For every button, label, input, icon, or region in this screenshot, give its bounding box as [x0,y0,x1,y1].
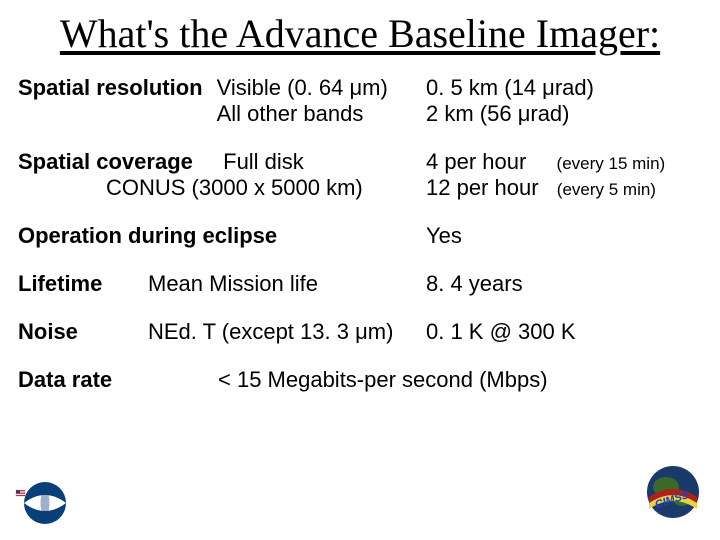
row-lifetime: Lifetime Mean Mission life 8. 4 years [18,271,702,297]
spatial-res-val2: 2 km (56 μrad) [426,101,702,127]
spatial-res-visible: Visible (0. 64 μm) [217,75,426,101]
spatial-cov-conus: CONUS (3000 x 5000 km) [18,175,426,201]
spatial-cov-paren2: (every 5 min) [557,180,656,199]
spatial-res-other: All other bands [217,101,426,127]
spatial-cov-val2: 12 per hour [426,175,539,200]
spatial-res-val1: 0. 5 km (14 μrad) [426,75,702,101]
page-title: What's the Advance Baseline Imager: [0,0,720,57]
spatial-cov-paren1: (every 15 min) [557,154,666,173]
datarate-val: < 15 Megabits-per second (Mbps) [218,367,548,393]
cimss-logo: CIMSS [644,463,702,526]
lifetime-mid: Mean Mission life [148,271,318,297]
spatial-cov-fulldisk: Full disk [223,149,304,174]
label-lifetime: Lifetime [18,271,148,297]
label-eclipse: Operation during eclipse [18,223,277,249]
noise-mid: NEd. T (except 13. 3 μm) [148,319,393,345]
row-spatial-resolution: Spatial resolution Visible (0. 64 μm) Al… [18,75,702,127]
label-spatial-coverage: Spatial coverage [18,149,193,174]
label-spatial-resolution: Spatial resolution [18,75,203,127]
spatial-cov-val1: 4 per hour [426,149,526,174]
eclipse-val: Yes [426,223,702,249]
spec-table: Spatial resolution Visible (0. 64 μm) Al… [0,57,720,393]
noise-val: 0. 1 K @ 300 K [426,319,702,345]
label-datarate: Data rate [18,367,218,393]
row-eclipse: Operation during eclipse Yes [18,223,702,249]
row-spatial-coverage: Spatial coverage Full disk CONUS (3000 x… [18,149,702,201]
row-noise: Noise NEd. T (except 13. 3 μm) 0. 1 K @ … [18,319,702,345]
label-noise: Noise [18,319,148,345]
lifetime-val: 8. 4 years [426,271,702,297]
row-datarate: Data rate < 15 Megabits-per second (Mbps… [18,367,702,393]
noaa-logo [14,481,76,530]
